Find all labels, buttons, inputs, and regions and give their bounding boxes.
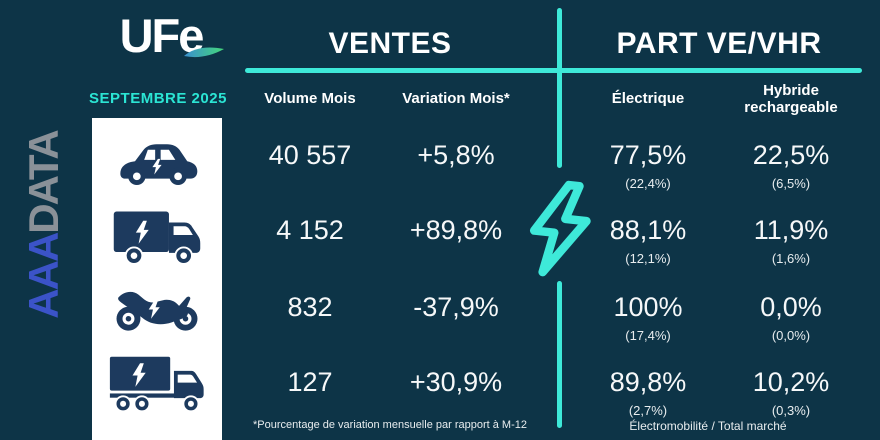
period-label: SEPTEMBRE 2025 — [89, 90, 227, 107]
table-cell-electrique-car: 77,5% (22,4%) — [609, 140, 687, 191]
vehicle-icon-panel — [92, 118, 222, 440]
table-cell-electrique-truck: 89,8% (2,7%) — [609, 367, 687, 418]
logo-swoosh-icon — [184, 47, 224, 58]
table-cell-hybride-motorcycle: 0,0% (0,0%) — [760, 292, 822, 343]
watermark-data: DATA — [20, 131, 67, 234]
table-cell-hybride-truck: 10,2% (0,3%) — [752, 367, 830, 418]
bolt-glyph — [132, 363, 146, 387]
table-cell-electrique-motorcycle: 100% (17,4%) — [613, 292, 683, 343]
bolt-glyph — [148, 299, 160, 319]
table-cell-volume-motorcycle: 832 — [287, 292, 333, 322]
column-header-hybride: Hybride rechargeable — [744, 82, 838, 116]
table-cell-variation-car: +5,8% — [417, 140, 495, 170]
column-header-volume: Volume Mois — [264, 90, 356, 107]
ufe-logo: UFe — [96, 8, 226, 63]
bolt-glyph — [152, 158, 162, 175]
car-icon — [120, 144, 198, 186]
watermark-aaa: AAA — [20, 233, 67, 319]
lightning-bolt-icon — [529, 180, 591, 277]
motorcycle-icon — [116, 291, 198, 331]
section-divider-bottom — [557, 281, 562, 428]
van-icon — [113, 211, 201, 265]
bolt-glyph — [135, 220, 149, 244]
aaadata-watermark: AAADATA — [20, 131, 68, 318]
column-header-electrique: Électrique — [611, 90, 685, 107]
table-cell-volume-car: 40 557 — [268, 140, 352, 170]
footnote-part: Électromobilité / Total marché — [629, 419, 787, 433]
table-cell-volume-truck: 127 — [287, 367, 333, 397]
footnote-variation: *Pourcentage de variation mensuelle par … — [253, 419, 527, 431]
table-cell-variation-motorcycle: -37,9% — [413, 292, 499, 322]
table-cell-variation-truck: +30,9% — [409, 367, 503, 397]
header-divider-line — [245, 68, 862, 73]
table-cell-electrique-van: 88,1% (12,1%) — [609, 215, 687, 266]
section-title-ventes: VENTES — [328, 27, 452, 60]
column-header-variation: Variation Mois* — [402, 90, 510, 107]
table-cell-volume-van: 4 152 — [276, 215, 344, 245]
table-cell-hybride-van: 11,9% (1,6%) — [753, 215, 829, 266]
truck-icon — [109, 356, 204, 413]
table-cell-hybride-car: 22,5% (6,5%) — [752, 140, 830, 191]
section-divider-top — [557, 8, 562, 168]
table-cell-variation-van: +89,8% — [409, 215, 503, 245]
section-title-part: PART VE/VHR — [616, 27, 822, 60]
